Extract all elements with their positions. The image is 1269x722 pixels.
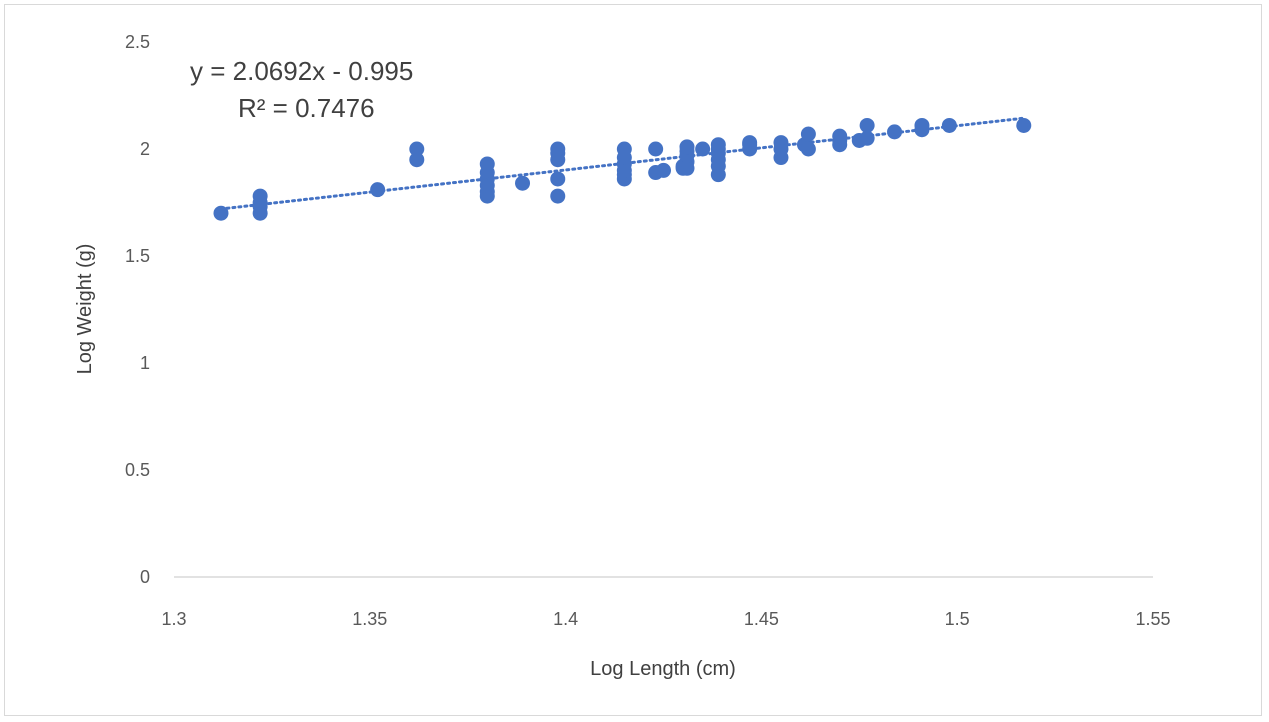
data-point xyxy=(800,141,816,157)
data-point xyxy=(648,141,664,157)
data-point xyxy=(656,162,671,178)
data-point xyxy=(479,156,495,172)
data-point xyxy=(1016,117,1032,133)
data-point xyxy=(515,175,531,191)
y-tick-label: 0 xyxy=(140,567,150,587)
y-tick-label: 1 xyxy=(140,353,150,373)
data-point xyxy=(213,205,229,221)
x-tick-label: 1.3 xyxy=(161,609,186,629)
data-point xyxy=(742,135,758,151)
trendline-r-squared: R² = 0.7476 xyxy=(238,93,375,123)
trendline-equation: y = 2.0692x - 0.995 xyxy=(190,56,413,86)
data-point xyxy=(679,139,695,155)
trendline xyxy=(219,116,1026,211)
data-point xyxy=(773,135,789,151)
data-point xyxy=(914,117,930,133)
data-point xyxy=(800,126,816,142)
data-point xyxy=(550,188,566,204)
data-points xyxy=(213,117,1032,221)
y-tick-label: 2 xyxy=(140,139,150,159)
data-point xyxy=(252,188,268,204)
data-point xyxy=(616,141,632,157)
x-tick-labels: 1.3 1.35 1.4 1.45 1.5 1.55 xyxy=(161,609,1170,629)
y-axis-title: Log Weight (g) xyxy=(74,244,96,375)
data-point xyxy=(710,137,726,153)
y-tick-label: 2.5 xyxy=(125,32,150,52)
y-tick-label: 0.5 xyxy=(125,460,150,480)
data-point xyxy=(859,117,875,133)
x-tick-label: 1.4 xyxy=(553,609,578,629)
x-tick-label: 1.45 xyxy=(744,609,779,629)
data-point xyxy=(409,152,425,168)
data-point xyxy=(370,182,386,198)
chart-frame xyxy=(4,4,1262,716)
x-tick-label: 1.55 xyxy=(1135,609,1170,629)
y-tick-labels: 0 0.5 1 1.5 2 2.5 xyxy=(125,32,150,587)
y-tick-label: 1.5 xyxy=(125,246,150,266)
data-point xyxy=(550,141,566,157)
x-tick-label: 1.35 xyxy=(352,609,387,629)
data-point xyxy=(409,141,425,157)
data-point xyxy=(550,171,566,187)
x-tick-label: 1.5 xyxy=(945,609,970,629)
data-point xyxy=(832,128,848,144)
x-axis-title: Log Length (cm) xyxy=(590,658,736,680)
data-point xyxy=(859,130,875,146)
